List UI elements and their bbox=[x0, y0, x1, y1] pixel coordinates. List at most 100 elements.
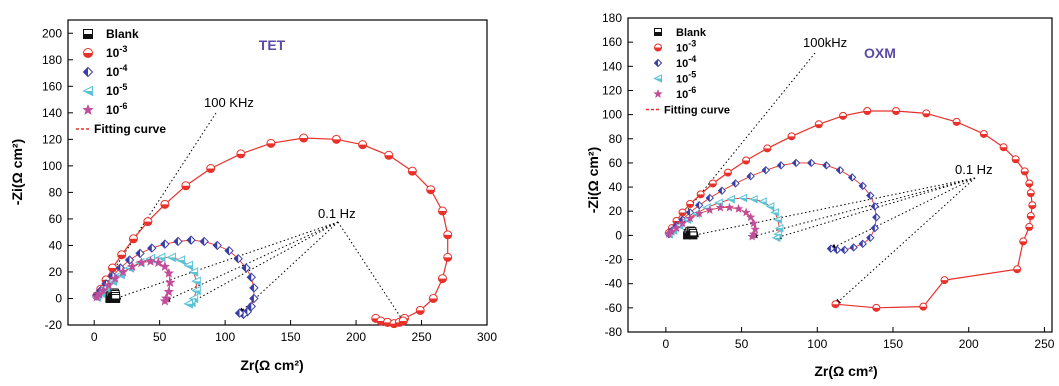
data-point bbox=[135, 248, 145, 259]
data-point bbox=[186, 235, 196, 245]
legend-marker bbox=[654, 43, 662, 52]
data-point bbox=[952, 117, 961, 126]
data-point bbox=[919, 302, 928, 311]
data-point bbox=[677, 218, 688, 228]
fitting-curve-10-3 bbox=[668, 110, 1033, 309]
annotation-0-1hz: 0.1 Hz bbox=[318, 206, 356, 221]
data-point bbox=[746, 172, 755, 181]
data-point bbox=[159, 261, 171, 272]
y-axis-label: -Zi(Ω cm²) bbox=[9, 139, 25, 205]
legend-label: 10-4 bbox=[676, 54, 696, 70]
data-point bbox=[685, 213, 695, 223]
y-tick-label: 140 bbox=[602, 59, 622, 73]
data-point bbox=[807, 158, 816, 168]
data-point bbox=[870, 202, 880, 211]
data-point bbox=[443, 230, 453, 240]
data-point bbox=[426, 185, 436, 195]
data-point bbox=[415, 305, 425, 315]
x-tick-label: 100 bbox=[807, 337, 827, 351]
legend-label: 10-5 bbox=[106, 82, 127, 98]
data-point bbox=[726, 194, 735, 204]
y-tick-label: 80 bbox=[49, 185, 63, 199]
data-point bbox=[159, 295, 171, 306]
legend-label: Blank bbox=[676, 27, 707, 39]
data-point bbox=[1019, 237, 1028, 246]
data-point bbox=[872, 213, 881, 222]
y-tick-label: -20 bbox=[605, 253, 623, 267]
chart-panel-oxm: 0 50 100 150 200 250 -80 -60 -40 -20 0 20 40 60 80 100 1… bbox=[585, 11, 1055, 379]
data-point bbox=[747, 231, 757, 241]
legend-label-fitting-curve: Fitting curve bbox=[94, 122, 166, 136]
data-point bbox=[849, 243, 858, 252]
data-point bbox=[678, 208, 687, 217]
data-point bbox=[437, 206, 447, 216]
data-point bbox=[724, 202, 735, 212]
legend-label-fitting-curve: Fitting curve bbox=[664, 105, 730, 117]
y-tick-label: 20 bbox=[609, 204, 623, 218]
data-point bbox=[840, 245, 849, 255]
data-point bbox=[746, 212, 756, 222]
plot-frame bbox=[67, 19, 488, 326]
series-10-6 bbox=[664, 202, 760, 241]
x-tick-label: 50 bbox=[153, 330, 167, 344]
data-point bbox=[742, 156, 751, 165]
data-point bbox=[199, 236, 209, 247]
data-point bbox=[814, 120, 823, 129]
data-point bbox=[163, 286, 174, 297]
data-point bbox=[147, 243, 157, 253]
data-point bbox=[109, 273, 121, 283]
data-point bbox=[922, 109, 931, 118]
data-point bbox=[191, 285, 201, 296]
legend-marker bbox=[653, 58, 663, 68]
y-tick-label: 60 bbox=[609, 156, 623, 170]
legend-label: 10-6 bbox=[676, 85, 696, 101]
legend-marker bbox=[83, 29, 93, 39]
data-point bbox=[1013, 265, 1022, 274]
data-point bbox=[233, 253, 243, 264]
data-point bbox=[160, 199, 170, 209]
x-tick-label: 300 bbox=[477, 330, 497, 344]
data-point bbox=[98, 285, 109, 295]
y-tick-label: 120 bbox=[42, 132, 62, 146]
series-10-3 bbox=[664, 106, 1037, 312]
data-point bbox=[749, 218, 759, 228]
data-point bbox=[765, 202, 775, 211]
data-point bbox=[787, 132, 796, 141]
data-point bbox=[863, 106, 872, 115]
series-10-3 bbox=[92, 133, 453, 329]
y-tick-label: 40 bbox=[609, 180, 623, 194]
y-tick-label: -80 bbox=[605, 325, 623, 339]
data-point bbox=[183, 298, 193, 309]
data-point bbox=[108, 263, 118, 273]
data-point bbox=[1026, 212, 1035, 221]
legend-label: 10-5 bbox=[676, 70, 696, 86]
data-point bbox=[111, 293, 121, 303]
y-tick-label: 20 bbox=[49, 265, 63, 279]
data-point bbox=[839, 111, 848, 120]
y-tick-label: 80 bbox=[609, 132, 623, 146]
data-point bbox=[128, 234, 138, 244]
data-point bbox=[175, 255, 186, 265]
data-point bbox=[979, 129, 988, 138]
data-point bbox=[694, 200, 704, 210]
series-10-6 bbox=[91, 255, 176, 306]
data-point bbox=[234, 308, 245, 318]
data-point bbox=[164, 277, 176, 287]
data-point bbox=[826, 244, 836, 253]
data-point bbox=[155, 252, 166, 263]
data-point bbox=[723, 168, 732, 177]
annotation-leader-0-1hz bbox=[834, 177, 976, 305]
data-point bbox=[761, 165, 771, 175]
y-tick-label: 0 bbox=[615, 228, 622, 242]
data-point bbox=[749, 194, 758, 204]
x-axis-label: Zr(Ω cm²) bbox=[814, 363, 877, 379]
data-point bbox=[694, 208, 704, 218]
y-tick-label: 100 bbox=[42, 159, 62, 173]
data-point bbox=[708, 179, 717, 188]
data-point bbox=[738, 193, 748, 203]
data-point bbox=[717, 186, 727, 195]
legend-label: 10-3 bbox=[676, 39, 696, 55]
legend-label: 10-6 bbox=[106, 101, 127, 117]
series-10-4 bbox=[92, 235, 259, 320]
